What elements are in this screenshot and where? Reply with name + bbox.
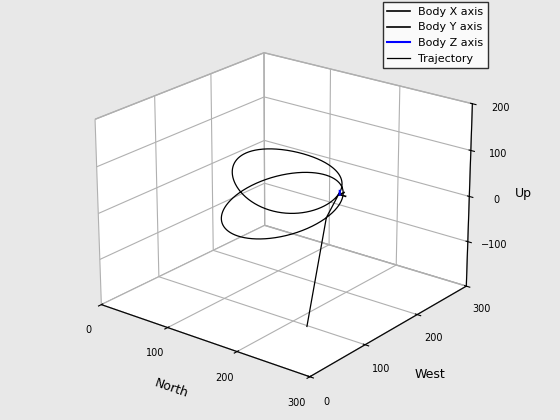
- X-axis label: North: North: [153, 376, 190, 400]
- Legend: Body X axis, Body Y axis, Body Z axis, Trajectory: Body X axis, Body Y axis, Body Z axis, T…: [383, 3, 488, 68]
- Y-axis label: West: West: [414, 368, 445, 381]
